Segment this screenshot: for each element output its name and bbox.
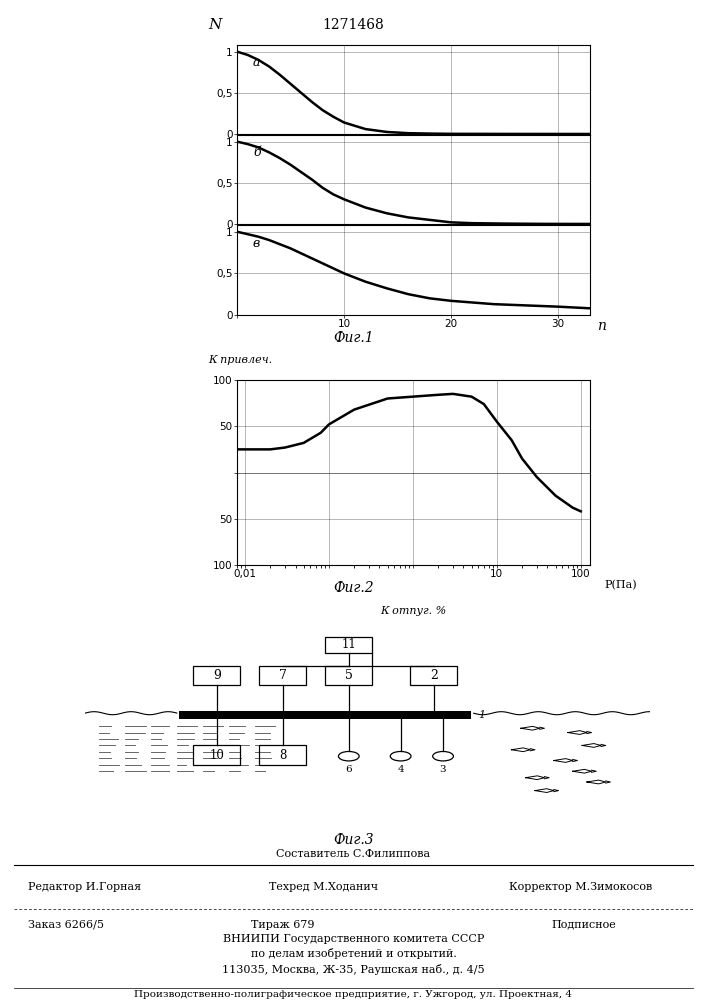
Text: Фиг.3: Фиг.3	[333, 833, 374, 847]
Text: 5: 5	[345, 669, 353, 682]
Bar	[193, 745, 240, 765]
Text: Редактор И.Горная: Редактор И.Горная	[28, 882, 141, 892]
Text: n: n	[597, 320, 607, 334]
Text: 1: 1	[479, 710, 486, 720]
Text: 113035, Москва, Ж-35, Раушская наб., д. 4/5: 113035, Москва, Ж-35, Раушская наб., д. …	[222, 964, 485, 975]
Bar	[259, 745, 306, 765]
Text: Фиг.1: Фиг.1	[333, 330, 374, 344]
Bar	[259, 666, 306, 685]
Text: 11: 11	[341, 638, 356, 651]
Text: 4: 4	[397, 765, 404, 774]
Text: ВНИИПИ Государственного комитета СССР: ВНИИПИ Государственного комитета СССР	[223, 934, 484, 944]
Bar	[179, 711, 472, 719]
Text: а: а	[253, 56, 260, 69]
Text: 2: 2	[430, 669, 438, 682]
Text: Р(Па): Р(Па)	[604, 580, 637, 590]
Text: б: б	[253, 146, 261, 159]
Text: Заказ 6266/5: Заказ 6266/5	[28, 920, 104, 930]
Text: 8: 8	[279, 749, 286, 762]
Text: Тираж 679: Тираж 679	[251, 920, 315, 930]
Text: Составитель С.Филиппова: Составитель С.Филиппова	[276, 849, 431, 859]
Bar	[193, 666, 240, 685]
Text: N: N	[209, 18, 222, 32]
Text: К отпуг. %: К отпуг. %	[380, 606, 447, 616]
Text: в: в	[253, 237, 260, 250]
Text: Техред М.Ходанич: Техред М.Ходанич	[269, 882, 378, 892]
Text: К привлеч.: К привлеч.	[209, 355, 273, 365]
Text: 10: 10	[209, 749, 224, 762]
Text: Производственно-полиграфическое предприятие, г. Ужгород, ул. Проектная, 4: Производственно-полиграфическое предприя…	[134, 990, 573, 999]
Text: 7: 7	[279, 669, 287, 682]
Text: 1271468: 1271468	[322, 18, 385, 32]
Text: Подписное: Подписное	[551, 920, 617, 930]
Text: по делам изобретений и открытий.: по делам изобретений и открытий.	[250, 948, 457, 959]
Bar	[410, 666, 457, 685]
Text: 6: 6	[346, 765, 352, 774]
Text: 3: 3	[440, 765, 446, 774]
Bar	[325, 666, 373, 685]
Text: Фиг.2: Фиг.2	[333, 580, 374, 594]
Text: Корректор М.Зимокосов: Корректор М.Зимокосов	[509, 882, 653, 892]
Text: 9: 9	[213, 669, 221, 682]
Bar	[325, 637, 373, 653]
